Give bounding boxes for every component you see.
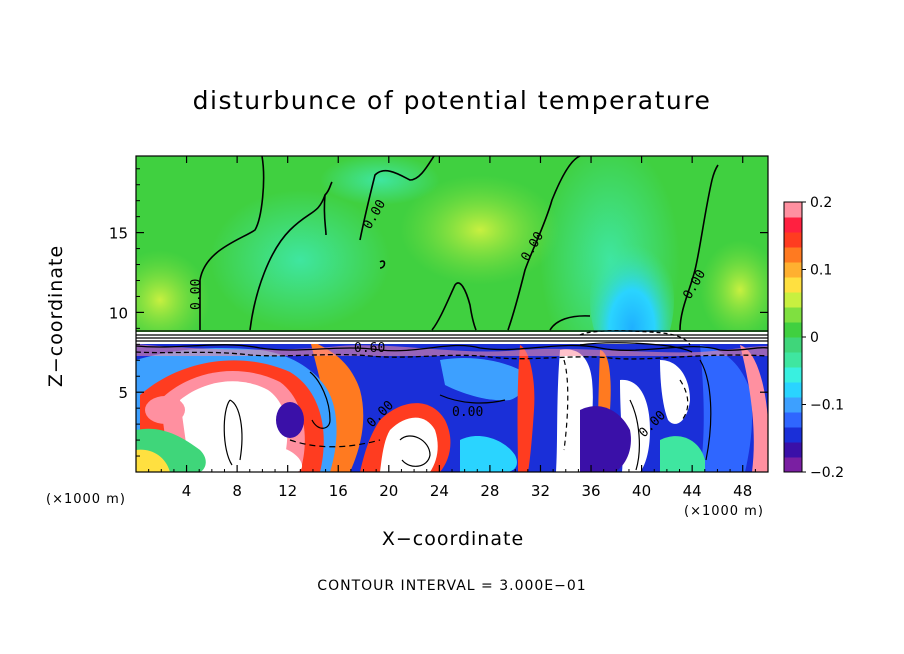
colorbar-segment (784, 307, 802, 323)
x-tick-label: 44 (683, 482, 702, 500)
colorbar-segment (784, 442, 802, 458)
x-tick-label: 48 (733, 482, 752, 500)
lower-contours (223, 359, 712, 471)
x-unit-label-left: (×1000 m) (46, 492, 126, 507)
contour-interval-note: CONTOUR INTERVAL = 3.000E−01 (317, 578, 587, 594)
x-axis-label: X−coordinate (381, 528, 525, 550)
colorbar-segment (784, 367, 802, 383)
y-tick-label: 5 (118, 384, 128, 402)
x-tick-label: 32 (531, 482, 550, 500)
colorbar-segment (784, 382, 802, 398)
x-tick-label: 8 (232, 482, 242, 500)
colorbar-segment (784, 262, 802, 278)
upper-field (136, 156, 768, 334)
colorbar-segment (784, 457, 802, 473)
colorbar-segment (784, 247, 802, 263)
y-axis: 5 10 15 (109, 168, 768, 457)
colorbar-tick-label: −0.2 (810, 465, 844, 481)
y-tick-label: 10 (109, 304, 128, 322)
y-tick-label: 15 (109, 225, 128, 243)
upper-contours (199, 156, 719, 331)
colorbar-segment (784, 427, 802, 443)
colorbar-segment (784, 277, 802, 293)
contour-label: 0.00 (189, 279, 204, 310)
colorbar-segment (784, 397, 802, 413)
x-tick-label: 36 (581, 482, 600, 500)
x-tick-label: 40 (632, 482, 651, 500)
colorbar-segment (784, 337, 802, 353)
x-tick-label: 20 (379, 482, 398, 500)
colorbar-segment (784, 292, 802, 308)
colorbar-tick-label: 0 (810, 330, 819, 346)
contour-label: 0.60 (354, 341, 385, 356)
colorbar-segment (784, 322, 802, 338)
colorbar-tick-label: 0.2 (810, 195, 832, 211)
x-tick-label: 4 (182, 482, 192, 500)
colorbar-segment (784, 202, 802, 218)
x-unit-label-right: (×1000 m) (684, 504, 764, 519)
x-tick-label: 28 (480, 482, 499, 500)
colorbar: 0.2 0.1 0 −0.1 −0.2 (783, 195, 844, 481)
colorbar-tick-label: 0.1 (810, 263, 832, 279)
colorbar-segment (784, 352, 802, 368)
colorbar-tick-label: −0.1 (810, 398, 844, 414)
colorbar-segment (784, 412, 802, 428)
colorbar-segment (784, 232, 802, 248)
contour-label: 0.00 (452, 405, 483, 420)
x-axis: 4 8 12 16 20 24 28 32 36 40 44 48 (148, 156, 756, 500)
chart-title: disturbunce of potential temperature (192, 86, 712, 115)
x-tick-label: 12 (278, 482, 297, 500)
x-tick-label: 16 (329, 482, 348, 500)
x-tick-label: 24 (430, 482, 449, 500)
y-axis-label: Z−coordinate (45, 244, 67, 388)
colorbar-segment (784, 217, 802, 233)
inversion-band (136, 330, 768, 360)
